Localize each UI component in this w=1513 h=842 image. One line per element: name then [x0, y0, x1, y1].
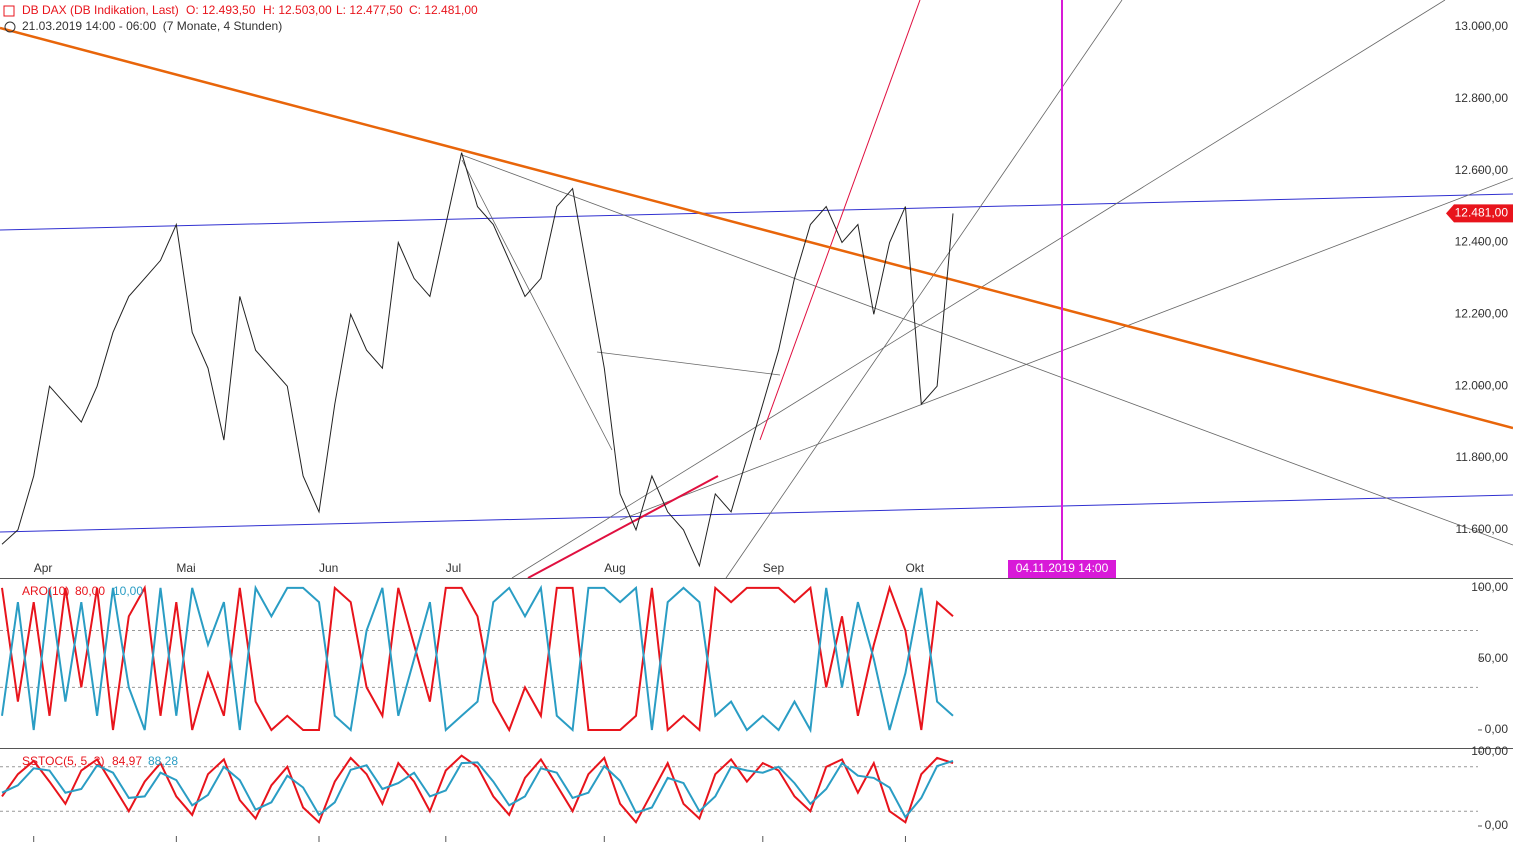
- indicator-title: SSTOC(5, 5, 3): [22, 754, 104, 768]
- y-tick-label: 100,00: [1471, 744, 1508, 758]
- x-tick-label: Mai: [176, 561, 195, 575]
- trend-line: [619, 177, 1513, 521]
- y-tick-label: 13.000,00: [1455, 19, 1509, 33]
- trend-line: [511, 0, 1446, 579]
- series-line: [1, 584, 954, 734]
- time-marker-box: [1008, 560, 1116, 578]
- y-tick-label: 12.400,00: [1455, 235, 1509, 249]
- indicator-title: ARO(10): [22, 584, 69, 598]
- x-tick-label: Jun: [319, 561, 338, 575]
- channel-line: [0, 193, 1513, 231]
- y-tick-label: 0,00: [1485, 818, 1509, 832]
- trend-line: [527, 475, 719, 579]
- last-price-label: 12.481,00: [1455, 206, 1509, 220]
- y-tick-label: 12.800,00: [1455, 91, 1509, 105]
- y-tick-label: 50,00: [1478, 651, 1508, 665]
- x-tick-label: Aug: [604, 561, 625, 575]
- last-price-box: [1446, 204, 1513, 223]
- ohlc-low: L: 12.477,50: [336, 3, 403, 17]
- x-tick-label: Okt: [905, 561, 924, 575]
- x-tick-label: Apr: [34, 561, 53, 575]
- trend-line: [461, 154, 1513, 546]
- y-tick-label: 12.200,00: [1455, 306, 1509, 320]
- series-line: [1, 152, 954, 568]
- instrument-icon: [3, 5, 15, 17]
- trend-line: [596, 351, 781, 376]
- y-tick-label: 11.800,00: [1456, 450, 1509, 464]
- y-tick-label: 100,00: [1471, 580, 1508, 594]
- series-line: [1, 759, 954, 819]
- legend-value: 84,97: [112, 754, 142, 768]
- series-line: [1, 754, 954, 825]
- time-marker-label: 04.11.2019 14:00: [1016, 561, 1109, 575]
- chart-title: DB DAX (DB Indikation, Last): [22, 3, 179, 17]
- trend-line: [725, 0, 1123, 579]
- ohlc-close: C: 12.481,00: [409, 3, 478, 17]
- legend-value: 80,00: [75, 584, 105, 598]
- trend-line: [759, 0, 921, 441]
- y-tick-label: 12.000,00: [1455, 378, 1509, 392]
- x-tick-label: Jul: [446, 561, 461, 575]
- trend-line: [461, 159, 613, 451]
- legend-value: 10,00: [113, 584, 143, 598]
- ohlc-high: H: 12.503,00: [263, 3, 332, 17]
- y-tick-label: 11.600,00: [1456, 522, 1509, 536]
- legend-value: 88,28: [148, 754, 178, 768]
- y-tick-label: 0,00: [1485, 722, 1509, 736]
- drawings: [0, 0, 1513, 579]
- x-tick-label: Sep: [763, 561, 785, 575]
- ohlc-open: O: 12.493,50: [186, 3, 256, 17]
- series-line: [1, 584, 954, 733]
- channel-line: [0, 494, 1513, 533]
- clock-icon: [4, 21, 16, 33]
- y-tick-label: 12.600,00: [1455, 163, 1509, 177]
- resistance-line: [0, 26, 1513, 430]
- chart-subtitle: 21.03.2019 14:00 - 06:00 (7 Monate, 4 St…: [22, 19, 282, 33]
